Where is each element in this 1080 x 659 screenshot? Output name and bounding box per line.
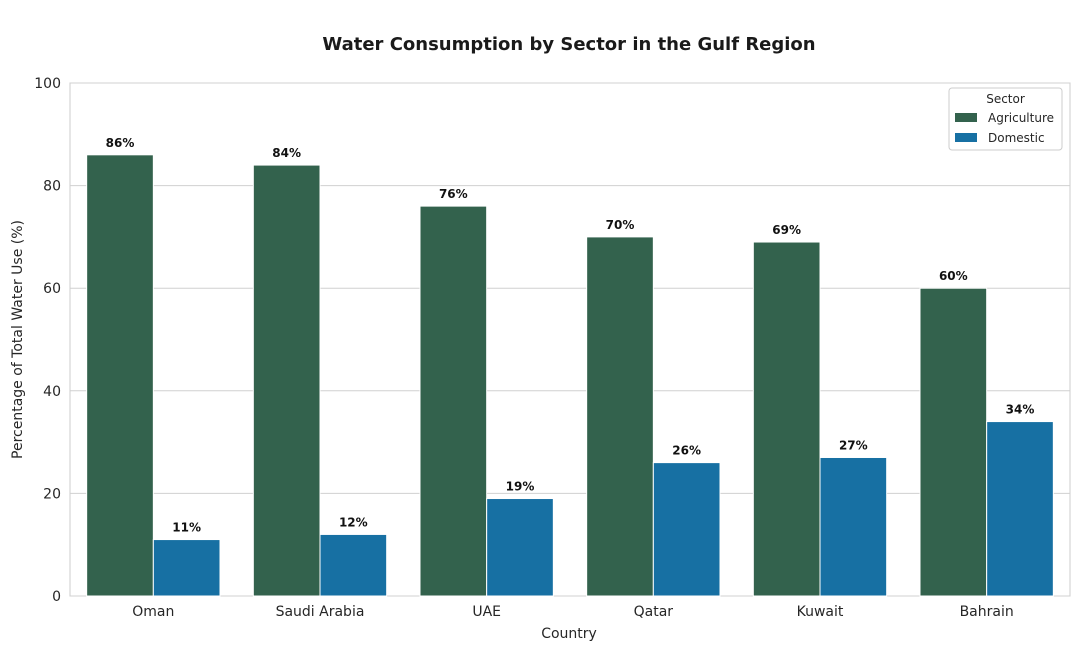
bar-agriculture-oman [86,154,154,597]
legend-swatch-domestic [955,133,977,142]
bar-domestic-qatar [652,462,721,597]
x-tick-labels: Oman Saudi Arabia UAE Qatar Kuwait Bahrain [132,604,1013,620]
data-label: 12% [339,515,368,529]
y-tick-label: 60 [43,281,61,297]
bar-agriculture-qatar [586,236,654,597]
legend-swatch-agriculture [955,113,977,122]
legend-label-domestic: Domestic [988,131,1045,145]
data-label: 26% [672,444,701,458]
data-labels-group: 86% 11% 84% 12% 76% 19% 70% 26% 69% 27% 60% 34% [106,136,1035,535]
x-tick-label: UAE [472,604,501,620]
y-tick-label: 0 [52,589,61,605]
data-label: 60% [939,269,968,283]
legend-label-agriculture: Agriculture [988,111,1054,125]
data-label: 27% [839,438,868,452]
chart-title: Water Consumption by Sector in the Gulf … [322,34,815,55]
bar-domestic-bahrain [986,421,1054,597]
x-tick-label: Kuwait [797,604,844,620]
x-axis-label: Country [541,626,597,642]
x-tick-label: Oman [132,604,174,620]
x-tick-label: Qatar [634,604,674,620]
bar-domestic-oman [152,539,221,597]
legend: Sector Agriculture Domestic [948,87,1063,151]
data-label: 34% [1006,403,1035,417]
y-tick-labels: 0 20 40 60 80 100 [34,76,61,605]
y-axis-label: Percentage of Total Water Use (%) [10,220,26,459]
bar-domestic-uae [486,498,554,597]
data-label: 19% [506,480,535,494]
data-label: 11% [172,521,201,535]
bars-group [86,154,1054,597]
y-tick-label: 40 [43,384,61,400]
data-label: 69% [772,223,801,237]
x-tick-label: Saudi Arabia [276,604,365,620]
data-label: 84% [272,146,301,160]
bar-domestic-saudi-arabia [319,533,388,597]
bar-agriculture-uae [419,205,488,597]
data-label: 76% [439,187,468,201]
plot-area: 86% 11% 84% 12% 76% 19% 70% 26% 69% 27% 60% 34% 0 20… [34,76,1071,620]
y-tick-label: 20 [43,486,61,502]
data-label: 70% [606,218,635,232]
legend-title: Sector [986,92,1025,106]
bar-domestic-kuwait [819,456,888,597]
data-label: 86% [106,136,135,150]
y-tick-label: 100 [34,76,61,92]
y-tick-label: 80 [43,179,61,195]
bar-agriculture-saudi-arabia [252,164,321,597]
bar-agriculture-bahrain [919,287,988,597]
bar-agriculture-kuwait [752,241,821,597]
grid-lines [70,82,1070,597]
x-tick-label: Bahrain [960,604,1014,620]
legend-box [948,87,1063,151]
